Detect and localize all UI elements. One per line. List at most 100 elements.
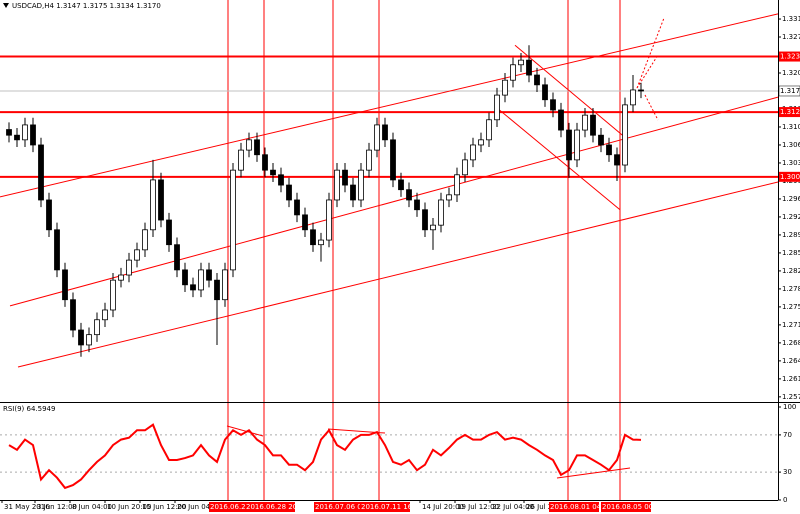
y-tick-label: 1.2645 <box>782 357 800 365</box>
candle-body <box>62 269 68 301</box>
y-tick-label: 1.2715 <box>782 321 800 329</box>
trendline <box>0 13 779 198</box>
candle-body <box>14 134 20 141</box>
marker-label-bg <box>549 502 599 512</box>
y-tick-label: 1.2750 <box>782 303 800 311</box>
candle-body <box>126 259 132 276</box>
candle-body <box>454 174 460 196</box>
candle-body <box>150 179 156 231</box>
x-tick-label: 10 Jun 20:00 <box>107 503 151 511</box>
candle-body <box>414 199 420 211</box>
candle-body <box>158 179 164 221</box>
candle-body <box>358 169 364 201</box>
candle-body <box>582 114 588 131</box>
marker-label: 2016.08.05 00:00 <box>602 503 664 511</box>
candle-body <box>374 124 380 151</box>
menu-arrow[interactable] <box>3 3 9 8</box>
candle-body <box>118 274 124 281</box>
candle-body <box>254 139 260 156</box>
candle-body <box>446 194 452 201</box>
candle-body <box>166 219 172 246</box>
candle-body <box>606 144 612 156</box>
x-tick-label: 3 Jun 12:00 <box>37 503 77 511</box>
rsi-tick-label: 30 <box>783 468 792 476</box>
candle-body <box>230 169 236 271</box>
candle-body <box>526 59 532 76</box>
candle-body <box>78 329 84 346</box>
level-label-bg <box>779 171 800 182</box>
level-label-bg <box>779 107 800 118</box>
candle-body <box>238 149 244 171</box>
y-tick-label: 1.2890 <box>782 231 800 239</box>
candle-body <box>494 94 500 121</box>
candle-body <box>382 124 388 141</box>
y-tick-label: 1.2785 <box>782 285 800 293</box>
candle-body <box>270 169 276 176</box>
candle-body <box>198 269 204 291</box>
candle-body <box>558 109 564 131</box>
level-label: 1.3237 <box>780 53 800 61</box>
x-tick-label: 14 Jul 20:00 <box>422 503 464 511</box>
candle-body <box>318 239 324 246</box>
marker-label: 2016.06.28 20:00 <box>246 503 308 511</box>
marker-label-bg <box>314 502 364 512</box>
candle-body <box>262 154 268 171</box>
y-tick-label: 1.2855 <box>782 249 800 257</box>
candle-body <box>398 179 404 191</box>
y-tick-label: 1.3030 <box>782 159 800 167</box>
y-tick-label: 1.2925 <box>782 213 800 221</box>
candle-body <box>70 299 76 331</box>
candle-body <box>94 319 100 336</box>
marker-label: 2016.07.11 16:00 <box>361 503 423 511</box>
candle-body <box>510 64 516 81</box>
candle-body <box>430 224 436 231</box>
candle-body <box>22 124 28 141</box>
candle-body <box>534 74 540 86</box>
indicator-label: RSI(9) 64.5949 <box>3 405 55 413</box>
candle-body <box>350 184 356 201</box>
candle-body <box>462 159 468 176</box>
candle-body <box>326 199 332 241</box>
level-label-bg <box>779 51 800 62</box>
x-tick-label: 8 Jun 04:00 <box>72 503 112 511</box>
candle-body <box>86 334 92 346</box>
candle-body <box>134 249 140 261</box>
candle-body <box>598 134 604 146</box>
candle-body <box>302 214 308 231</box>
candle-body <box>142 229 148 251</box>
marker-label-bg <box>601 502 651 512</box>
candle-body <box>478 139 484 146</box>
marker-label: 2016.06.24 04:00 <box>210 503 272 511</box>
chart-title: USDCAD,H4 1.3147 1.3175 1.3134 1.3170 <box>12 2 161 10</box>
candle-body <box>542 84 548 101</box>
y-tick-label: 1.2680 <box>782 339 800 347</box>
candle-body <box>246 139 252 151</box>
candle-body <box>286 184 292 201</box>
candle-body <box>390 139 396 181</box>
candle-body <box>38 144 44 201</box>
candle-body <box>46 199 52 231</box>
y-tick-label: 1.2610 <box>782 375 800 383</box>
trendline <box>17 181 779 368</box>
y-tick-label: 1.3065 <box>782 141 800 149</box>
candle-body <box>190 284 196 291</box>
candle-body <box>566 129 572 161</box>
candle-body <box>550 99 556 111</box>
bid-label: 1.3170 <box>780 87 800 95</box>
x-tick-label: 15 Jun 12:00 <box>142 503 186 511</box>
x-tick-label: 31 May 2016 <box>4 503 50 511</box>
marker-label-bg <box>360 502 410 512</box>
candle-body <box>6 129 12 136</box>
candle-body <box>470 144 476 161</box>
candle-body <box>486 119 492 141</box>
level-label: 1.3003 <box>780 173 800 181</box>
x-tick-label: 20 Jun 04:00 <box>177 503 221 511</box>
x-tick-label: 22 Jul 04:00 <box>492 503 534 511</box>
candle-body <box>182 269 188 286</box>
candle-body <box>54 229 60 271</box>
trendline <box>514 44 629 141</box>
